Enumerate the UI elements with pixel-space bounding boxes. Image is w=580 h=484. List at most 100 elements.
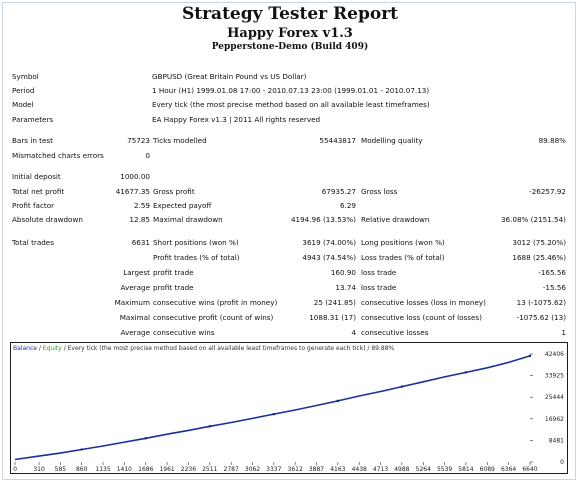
x-tick-label: 4988 bbox=[394, 466, 409, 473]
quality-label: Modelling quality bbox=[361, 136, 423, 145]
y-tick-label: 42406 bbox=[545, 351, 564, 358]
max-consecutive-losses-value: 13 (-1075.62) bbox=[516, 298, 566, 307]
x-tick-label: 6364 bbox=[501, 466, 516, 473]
y-tick-label: 33925 bbox=[545, 373, 564, 380]
server-name: Pepperstone-Demo (Build 409) bbox=[211, 42, 369, 52]
balance-point bbox=[528, 354, 532, 358]
x-tick-label: 5264 bbox=[416, 466, 431, 473]
series-layer bbox=[14, 354, 532, 461]
maximal-consecutive-loss-label: consecutive loss (count of losses) bbox=[361, 313, 482, 322]
x-tick-label: 5814 bbox=[458, 466, 473, 473]
largest-loss-label: loss trade bbox=[361, 268, 397, 277]
mismatch-label: Mismatched charts errors bbox=[12, 151, 104, 160]
symbol-label: Symbol bbox=[12, 72, 39, 81]
average-profit-label: profit trade bbox=[153, 283, 194, 292]
gross-profit-label: Gross profit bbox=[153, 187, 195, 196]
x-tick-label: 3337 bbox=[266, 466, 281, 473]
x-tick-label: 0 bbox=[13, 466, 17, 473]
report-frame bbox=[2, 2, 576, 480]
profit-factor-label: Profit factor bbox=[12, 201, 55, 210]
x-tick-label: 2511 bbox=[202, 466, 217, 473]
chart-legend: Balance / Equity / Every tick (the most … bbox=[13, 345, 395, 352]
balance-point bbox=[80, 448, 83, 451]
bars-label: Bars in test bbox=[12, 136, 53, 145]
profit-trades-value: 4943 (74.54%) bbox=[302, 253, 356, 262]
average-profit-value: 13.74 bbox=[335, 283, 356, 292]
legend-sep: / bbox=[39, 345, 43, 352]
balance-point bbox=[272, 412, 276, 416]
parameters-value: EA Happy Forex v1.3 | 2011 All rights re… bbox=[152, 115, 321, 124]
balance-chart-svg: Balance / Equity / Every tick (the most … bbox=[10, 342, 568, 474]
y-axis-labels: 42406 33925 25444 16962 8481 0 bbox=[530, 351, 564, 466]
x-tick-label: 1961 bbox=[159, 466, 174, 473]
model-label: Model bbox=[12, 100, 34, 109]
loss-trades-value: 1688 (25.46%) bbox=[512, 253, 566, 262]
deposit-label: Initial deposit bbox=[12, 172, 61, 181]
balance-point bbox=[464, 371, 468, 374]
long-positions-label: Long positions (won %) bbox=[361, 238, 445, 247]
x-tick-label: 1686 bbox=[138, 466, 153, 473]
x-tick-label: 1410 bbox=[117, 466, 132, 473]
average2-label: Average bbox=[120, 328, 150, 337]
avg-consecutive-wins-value: 4 bbox=[351, 328, 356, 337]
maximal-label: Maximal bbox=[119, 313, 150, 322]
x-tick-label: 3612 bbox=[288, 466, 303, 473]
relative-drawdown-label: Relative drawdown bbox=[361, 215, 430, 224]
max-consecutive-wins-label: consecutive wins (profit in money) bbox=[153, 298, 278, 307]
y-tick-label: 0 bbox=[560, 459, 564, 466]
y-tick-label: 8481 bbox=[549, 437, 564, 444]
mismatch-value: 0 bbox=[145, 151, 150, 160]
x-tick-label: 310 bbox=[33, 466, 45, 473]
chart-border bbox=[10, 342, 568, 474]
average-loss-value: -15.56 bbox=[542, 283, 566, 292]
largest-profit-label: profit trade bbox=[153, 268, 194, 277]
symbol-value: GBPUSD (Great Britain Pound vs US Dollar… bbox=[152, 72, 307, 81]
short-positions-value: 3619 (74.00%) bbox=[302, 238, 356, 247]
x-tick-label: 4713 bbox=[373, 466, 388, 473]
gross-loss-label: Gross loss bbox=[361, 187, 398, 196]
model-value: Every tick (the most precise method base… bbox=[152, 100, 430, 109]
max-consecutive-wins-value: 25 (241.85) bbox=[313, 298, 356, 307]
x-tick-label: 4163 bbox=[330, 466, 345, 473]
largest-label: Largest bbox=[123, 268, 150, 277]
gross-profit-value: 67935.27 bbox=[321, 187, 356, 196]
x-tick-label: 860 bbox=[76, 466, 88, 473]
ticks-value: 55443817 bbox=[319, 136, 356, 145]
expert-name: Happy Forex v1.3 bbox=[227, 26, 353, 41]
x-tick-label: 3887 bbox=[309, 466, 324, 473]
max-consecutive-losses-label: consecutive losses (loss in money) bbox=[361, 298, 486, 307]
period-label: Period bbox=[12, 86, 35, 95]
balance-point bbox=[208, 425, 211, 428]
largest-profit-value: 160.90 bbox=[330, 268, 356, 277]
total-trades-label: Total trades bbox=[12, 238, 54, 247]
profit-trades-label: Profit trades (% of total) bbox=[153, 253, 240, 262]
absolute-drawdown-value: 12.85 bbox=[129, 215, 150, 224]
ticks-label: Ticks modelled bbox=[153, 136, 207, 145]
total-trades-value: 6631 bbox=[131, 238, 150, 247]
average-label: Average bbox=[120, 283, 150, 292]
legend-balance: Balance bbox=[13, 345, 37, 352]
y-tick-label: 16962 bbox=[545, 416, 564, 423]
x-tick-label: 5539 bbox=[437, 466, 452, 473]
x-tick-label: 4438 bbox=[352, 466, 367, 473]
maximum-label: Maximum bbox=[114, 298, 150, 307]
report-title: Strategy Tester Report bbox=[181, 4, 399, 24]
relative-drawdown-value: 36.08% (2151.54) bbox=[500, 215, 566, 224]
maximal-drawdown-value: 4194.96 (13.53%) bbox=[290, 215, 356, 224]
avg-consecutive-losses-label: consecutive losses bbox=[361, 328, 429, 337]
legend-rest: / Every tick (the most precise method ba… bbox=[64, 345, 395, 352]
period-value: 1 Hour (H1) 1999.01.08 17:00 - 2010.07.1… bbox=[152, 86, 430, 95]
maximal-consecutive-profit-value: 1088.31 (17) bbox=[309, 313, 356, 322]
expected-payoff-value: 6.29 bbox=[339, 201, 356, 210]
x-tick-label: 6089 bbox=[480, 466, 495, 473]
x-tick-label: 2236 bbox=[181, 466, 196, 473]
parameters-label: Parameters bbox=[12, 115, 54, 124]
net-profit-value: 41677.35 bbox=[115, 187, 150, 196]
avg-consecutive-wins-label: consecutive wins bbox=[153, 328, 215, 337]
average-loss-label: loss trade bbox=[361, 283, 397, 292]
maximal-drawdown-label: Maximal drawdown bbox=[153, 215, 223, 224]
largest-loss-value: -165.56 bbox=[538, 268, 566, 277]
absolute-drawdown-label: Absolute drawdown bbox=[12, 215, 83, 224]
net-profit-label: Total net profit bbox=[12, 187, 65, 196]
long-positions-value: 3012 (75.20%) bbox=[512, 238, 566, 247]
